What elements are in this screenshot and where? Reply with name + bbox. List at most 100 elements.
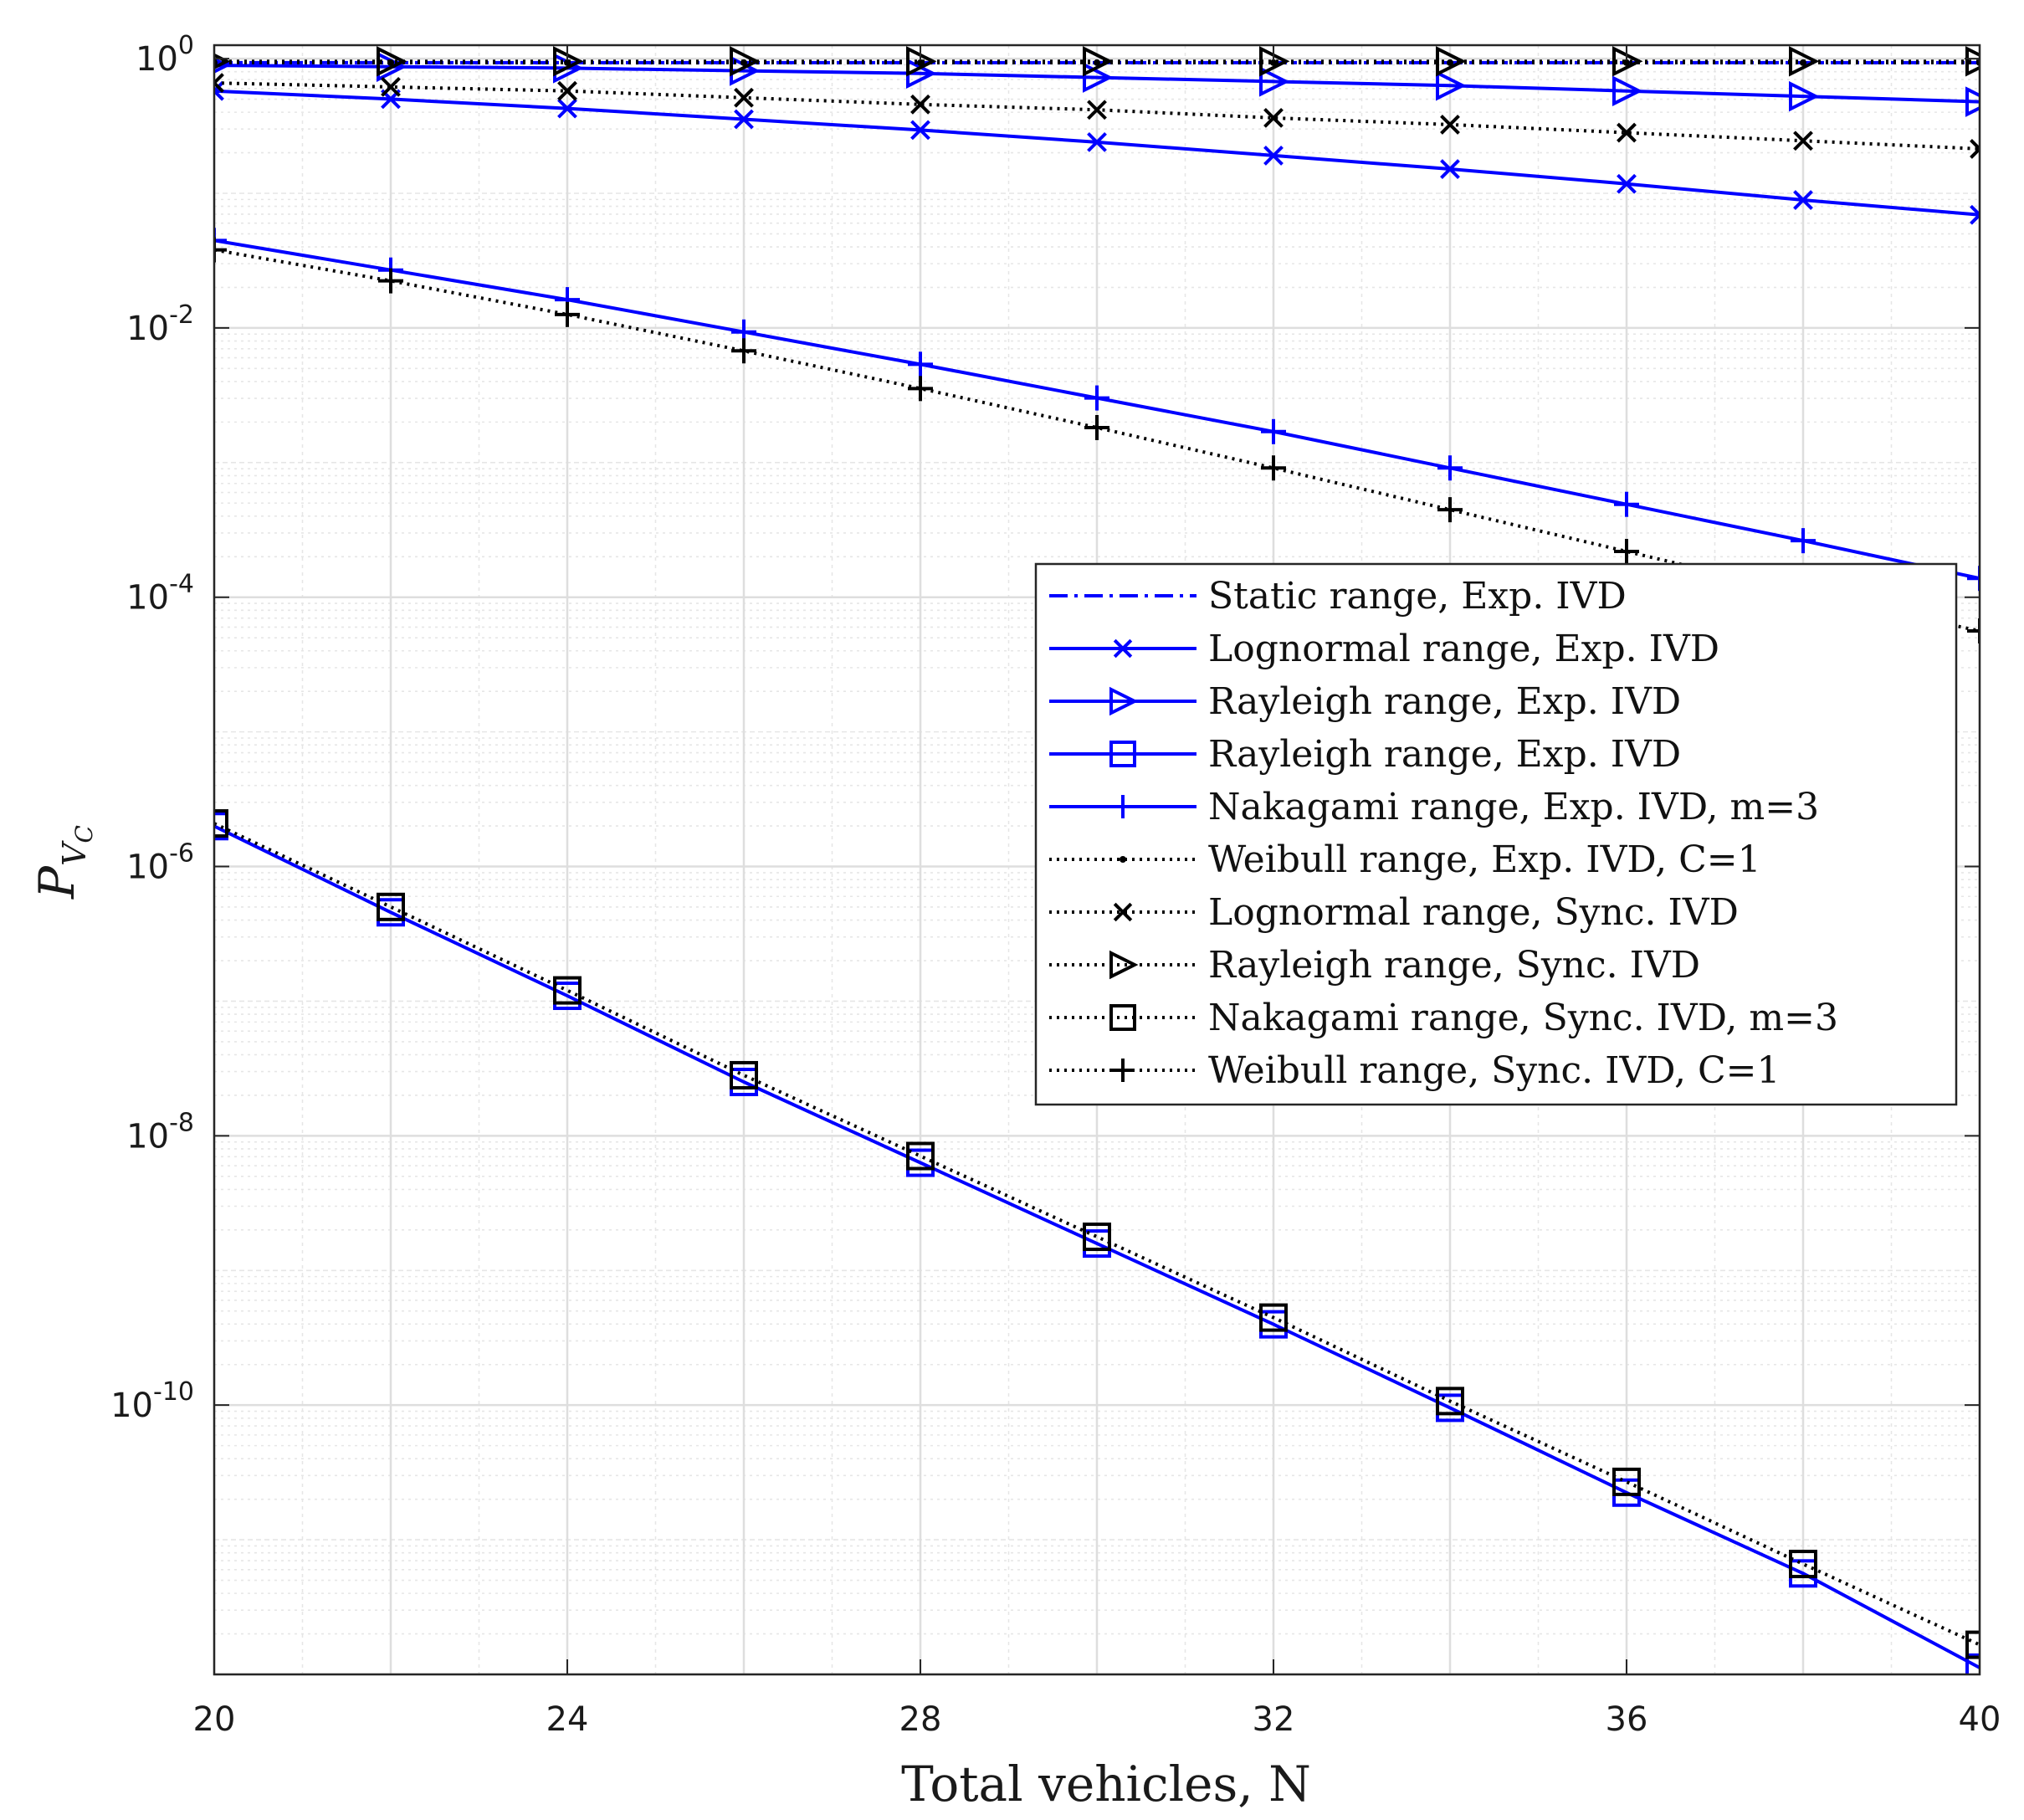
x-marker bbox=[557, 98, 577, 119]
triangle-right-marker bbox=[1612, 75, 1643, 106]
y-tick-label-exponent: -8 bbox=[169, 1108, 194, 1137]
y-tick-label: 10-10 bbox=[110, 1377, 194, 1425]
x-marker-stroke bbox=[214, 80, 224, 94]
plus-marker bbox=[1791, 528, 1816, 554]
x-marker-stroke bbox=[557, 98, 577, 119]
x-marker bbox=[214, 80, 224, 101]
y-axis-label: PVC bbox=[28, 825, 98, 900]
y-tick-label-exponent: 0 bbox=[178, 31, 194, 60]
y-tick-label-exponent: -4 bbox=[169, 570, 194, 599]
legend: Static range, Exp. IVD Lognormal range, E… bbox=[1034, 562, 1958, 1106]
triangle-right-marker bbox=[730, 46, 761, 77]
x-marker bbox=[1970, 138, 1980, 159]
x-marker-stroke bbox=[1440, 159, 1460, 179]
legend-label: Lognormal range, Sync. IVD bbox=[1208, 891, 1739, 934]
x-marker bbox=[1113, 638, 1133, 659]
square-marker bbox=[1109, 1004, 1136, 1031]
plus-marker bbox=[731, 338, 756, 364]
legend-box bbox=[1034, 562, 1958, 1106]
x-tick-label: 20 bbox=[193, 1700, 236, 1739]
series-10 bbox=[214, 237, 1980, 643]
legend-entry: Static range, Exp. IVD bbox=[1049, 575, 1627, 618]
plus-marker bbox=[378, 268, 403, 294]
x-marker bbox=[1970, 204, 1980, 225]
square-marker bbox=[730, 1060, 758, 1089]
x-tick-label: 24 bbox=[546, 1700, 589, 1739]
x-marker-stroke bbox=[214, 88, 224, 101]
plus-marker bbox=[908, 351, 933, 377]
triangle-right-marker bbox=[1109, 686, 1139, 716]
y-axis-label-subsub: C bbox=[70, 825, 98, 843]
dot-marker bbox=[1120, 856, 1126, 863]
legend-entry: Rayleigh range, Exp. IVD bbox=[1049, 680, 1681, 723]
x-marker bbox=[1440, 115, 1460, 135]
square-marker bbox=[377, 892, 405, 921]
x-marker bbox=[1087, 100, 1107, 120]
x-marker-stroke bbox=[1113, 638, 1133, 659]
x-marker-stroke bbox=[214, 80, 224, 93]
y-tick-label-exponent: -2 bbox=[169, 300, 194, 330]
x-marker-stroke bbox=[1970, 212, 1980, 225]
x-marker bbox=[1793, 190, 1813, 210]
plus-marker bbox=[1614, 539, 1639, 565]
plus-marker bbox=[1084, 414, 1109, 440]
legend-label: Static range, Exp. IVD bbox=[1208, 575, 1627, 618]
triangle-right-marker bbox=[1259, 66, 1290, 97]
plus-marker bbox=[1967, 618, 1980, 643]
x-marker-stroke bbox=[1113, 902, 1133, 922]
x-marker-stroke bbox=[1970, 146, 1980, 159]
legend-entry: Nakagami range, Exp. IVD, m=3 bbox=[1049, 786, 1819, 828]
plus-marker bbox=[1111, 1059, 1135, 1082]
series-7 bbox=[214, 73, 1980, 159]
y-tick-label: 10-6 bbox=[126, 839, 194, 887]
legend-entry: Weibull range, Exp. IVD, C=1 bbox=[1049, 838, 1761, 881]
legend-entry: Weibull range, Sync. IVD, C=1 bbox=[1049, 1049, 1780, 1092]
series-layer bbox=[214, 46, 1980, 1674]
legend-label: Rayleigh range, Exp. IVD bbox=[1208, 733, 1681, 776]
y-tick-label-exponent: -6 bbox=[169, 839, 194, 869]
x-marker bbox=[910, 120, 930, 141]
x-marker-stroke bbox=[1970, 204, 1980, 218]
x-marker-stroke bbox=[910, 94, 930, 115]
square-marker bbox=[1083, 1223, 1111, 1252]
y-tick-label: 100 bbox=[136, 31, 194, 79]
x-marker-stroke bbox=[734, 87, 754, 108]
plus-marker bbox=[1967, 566, 1980, 592]
legend-entry: Rayleigh range, Exp. IVD bbox=[1049, 733, 1681, 776]
legend-label: Nakagami range, Exp. IVD, m=3 bbox=[1208, 786, 1819, 828]
y-tick-label: 10-8 bbox=[126, 1108, 194, 1156]
x-marker bbox=[1617, 122, 1637, 143]
legend-label: Rayleigh range, Sync. IVD bbox=[1208, 944, 1700, 987]
x-marker-stroke bbox=[1617, 173, 1637, 194]
square-marker bbox=[1109, 741, 1136, 767]
series-5 bbox=[214, 228, 1980, 592]
series-2 bbox=[214, 80, 1980, 225]
plus-marker bbox=[1084, 385, 1109, 411]
legend-entry: Lognormal range, Exp. IVD bbox=[1049, 628, 1719, 670]
plus-marker bbox=[1111, 795, 1135, 818]
plus-marker bbox=[1614, 491, 1639, 517]
x-marker-stroke bbox=[1263, 107, 1284, 128]
x-marker-stroke bbox=[1440, 115, 1460, 135]
x-marker-stroke bbox=[1087, 100, 1107, 120]
square-marker bbox=[553, 976, 582, 1005]
square-marker bbox=[214, 809, 228, 838]
x-marker bbox=[1793, 131, 1813, 151]
x-marker bbox=[1263, 146, 1284, 166]
x-marker-stroke bbox=[381, 76, 401, 97]
x-marker bbox=[910, 94, 930, 115]
series-line bbox=[214, 824, 1980, 1669]
triangle-right-marker bbox=[1083, 46, 1114, 77]
triangle-right-marker bbox=[1436, 70, 1467, 101]
x-marker-stroke bbox=[734, 109, 754, 130]
y-tick-label-base: 10 bbox=[126, 310, 169, 348]
x-marker bbox=[557, 80, 577, 101]
plus-marker bbox=[1261, 418, 1286, 444]
x-marker bbox=[1617, 173, 1637, 194]
series-line bbox=[214, 64, 1980, 104]
x-marker-stroke bbox=[1793, 131, 1813, 151]
x-marker-stroke bbox=[214, 73, 224, 85]
x-tick-label: 28 bbox=[899, 1700, 942, 1739]
